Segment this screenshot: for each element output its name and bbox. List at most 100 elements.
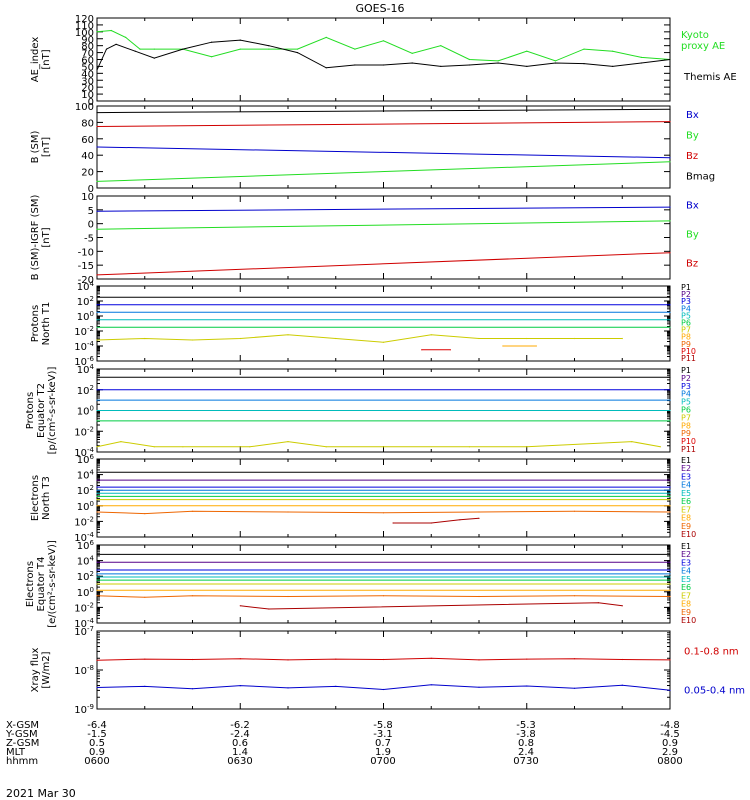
data-point (669, 505, 671, 507)
y-tick-label: 0 (88, 220, 94, 231)
orbit-value: 0.7 (375, 738, 391, 749)
y-axis-label: [nT] (41, 137, 52, 157)
y-tick-label: 100 (75, 102, 94, 113)
y-tick-label: 80 (81, 42, 94, 53)
data-point (239, 658, 241, 660)
data-point (612, 50, 614, 52)
data-point (354, 64, 356, 66)
y-axis-label: AE_index (30, 37, 41, 83)
data-point (583, 63, 585, 65)
y-tick-label: 10-4 (74, 340, 94, 353)
legend-entry: P11 (681, 445, 696, 454)
orbit-value: -3.1 (373, 729, 393, 740)
y-tick-label: 100 (77, 405, 94, 418)
orbit-row-label: Z-GSM (6, 738, 39, 749)
data-point (96, 595, 98, 597)
data-point (640, 62, 643, 64)
legend-entry: Bz (686, 151, 698, 162)
panel-frame (96, 630, 671, 710)
data-point (96, 576, 98, 578)
data-point (669, 511, 671, 513)
legend-entry: E3 (681, 558, 691, 567)
data-point (96, 573, 98, 575)
orbit-value: -5.8 (373, 720, 393, 731)
data-point (440, 45, 442, 47)
data-point (669, 499, 671, 501)
data-point (96, 304, 98, 306)
legend-entry: P3 (681, 297, 691, 306)
data-point (96, 583, 98, 585)
orbit-value: 0600 (84, 756, 109, 767)
data-point (105, 48, 108, 50)
data-point (497, 60, 499, 62)
orbit-row-label: hhmm (6, 756, 38, 767)
y-tick-label: 60 (81, 135, 94, 146)
series-p7-line (96, 441, 661, 448)
legend-entry: P4 (681, 304, 691, 313)
orbit-table: X-GSMY-GSMZ-GSMMLThhmm-6.4-1.50.50.90600… (5, 720, 683, 767)
orbit-value: 0.5 (89, 738, 105, 749)
legend-entry: P10 (681, 347, 696, 356)
data-point (287, 511, 289, 513)
data-point (631, 441, 633, 443)
legend-entry: P9 (681, 340, 691, 349)
y-tick-label: 20 (81, 83, 94, 94)
legend-entry: E5 (681, 489, 691, 498)
y-axis-label: Equator T4 (36, 557, 47, 612)
data-point (669, 206, 671, 208)
y-axis-label: Electrons (25, 561, 36, 607)
data-point (287, 334, 289, 336)
data-point (96, 471, 98, 473)
y-tick-label: 10-7 (74, 625, 94, 638)
series-e10-line (393, 517, 480, 524)
y-axis-label: [nT] (41, 49, 52, 69)
data-point (382, 688, 385, 691)
data-point (659, 446, 662, 448)
y-tick-label: 0 (88, 97, 94, 108)
data-point (640, 56, 643, 59)
data-point (669, 492, 671, 494)
data-point (382, 341, 385, 343)
data-point (669, 157, 671, 159)
y-tick-label: 120 (75, 14, 94, 25)
data-point (96, 489, 98, 491)
data-point (96, 210, 98, 212)
legend-entry: E7 (681, 505, 691, 514)
data-point (96, 561, 98, 563)
data-point (96, 326, 98, 328)
series-e9-line (96, 510, 671, 515)
data-point (468, 446, 470, 448)
data-point (96, 686, 98, 689)
series-by-line (96, 220, 671, 230)
y-tick-label: 40 (81, 69, 94, 80)
data-point (96, 569, 98, 571)
series-e10-line (240, 602, 623, 610)
legend-entry: E6 (681, 583, 691, 592)
legend-entry: By (686, 131, 699, 142)
data-point (478, 511, 480, 513)
data-point (96, 499, 98, 501)
data-point (96, 486, 98, 488)
data-point (268, 45, 270, 47)
plot-title: GOES-16 (355, 2, 404, 15)
data-point (325, 446, 327, 448)
data-point (430, 684, 432, 686)
data-point (669, 420, 671, 422)
data-point (120, 441, 122, 443)
legend-entry: P5 (681, 311, 691, 320)
data-point (144, 513, 146, 515)
data-point (669, 326, 671, 328)
plot-date: 2021 Mar 30 (6, 787, 76, 800)
legend-entry: E7 (681, 591, 691, 600)
y-axis-label: [p/(cm²-s-sr-keV)] (47, 367, 58, 455)
data-point (191, 510, 194, 512)
data-point (430, 334, 432, 336)
data-point (669, 304, 671, 306)
orbit-value: 0.8 (518, 738, 534, 749)
y-axis-label: [e/(cm²-s-sr-keV)] (47, 540, 58, 628)
data-point (144, 685, 146, 688)
data-point (239, 685, 241, 687)
legend-entry: P3 (681, 382, 691, 391)
legend-entry: Bx (686, 200, 699, 211)
